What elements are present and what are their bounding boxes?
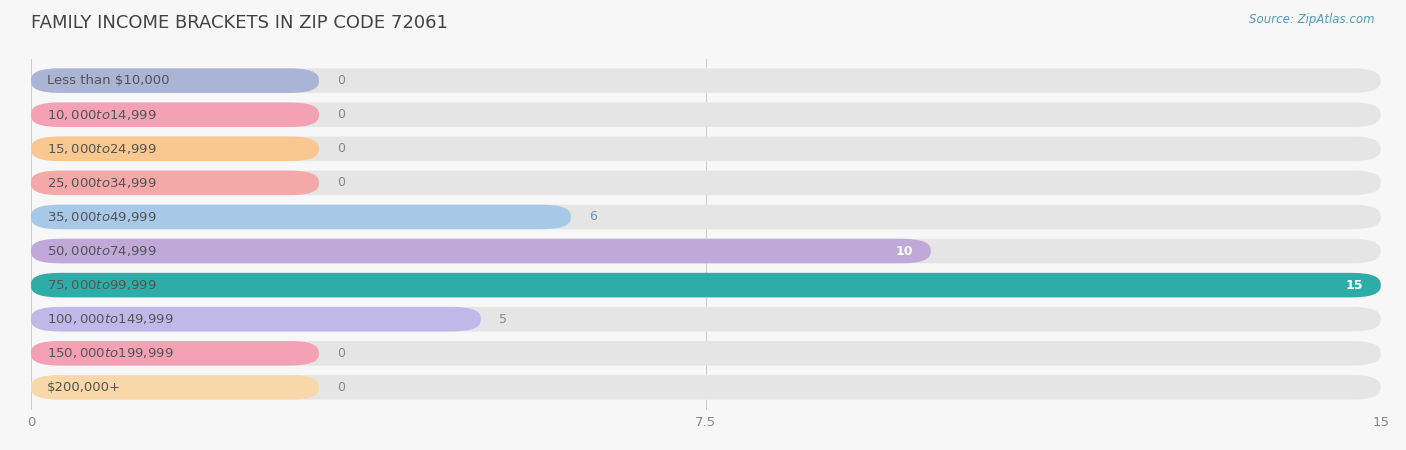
Text: 0: 0	[337, 176, 344, 189]
Text: 6: 6	[589, 211, 596, 224]
FancyBboxPatch shape	[31, 136, 319, 161]
FancyBboxPatch shape	[31, 375, 1381, 400]
FancyBboxPatch shape	[31, 239, 931, 263]
Text: $150,000 to $199,999: $150,000 to $199,999	[48, 346, 174, 360]
FancyBboxPatch shape	[31, 273, 1381, 297]
Text: $50,000 to $74,999: $50,000 to $74,999	[48, 244, 157, 258]
FancyBboxPatch shape	[31, 341, 1381, 365]
Text: $100,000 to $149,999: $100,000 to $149,999	[48, 312, 174, 326]
Text: $35,000 to $49,999: $35,000 to $49,999	[48, 210, 157, 224]
FancyBboxPatch shape	[31, 273, 1381, 297]
Text: Source: ZipAtlas.com: Source: ZipAtlas.com	[1250, 14, 1375, 27]
FancyBboxPatch shape	[31, 68, 1381, 93]
Text: $75,000 to $99,999: $75,000 to $99,999	[48, 278, 157, 292]
Text: 0: 0	[337, 108, 344, 121]
Text: $15,000 to $24,999: $15,000 to $24,999	[48, 142, 157, 156]
FancyBboxPatch shape	[31, 171, 1381, 195]
FancyBboxPatch shape	[31, 205, 571, 229]
FancyBboxPatch shape	[31, 205, 1381, 229]
Text: Less than $10,000: Less than $10,000	[48, 74, 170, 87]
FancyBboxPatch shape	[31, 103, 319, 127]
Text: 0: 0	[337, 142, 344, 155]
FancyBboxPatch shape	[31, 239, 1381, 263]
FancyBboxPatch shape	[31, 171, 319, 195]
FancyBboxPatch shape	[31, 136, 1381, 161]
FancyBboxPatch shape	[31, 103, 1381, 127]
Text: $10,000 to $14,999: $10,000 to $14,999	[48, 108, 157, 122]
FancyBboxPatch shape	[31, 341, 319, 365]
FancyBboxPatch shape	[31, 307, 1381, 332]
Text: 0: 0	[337, 381, 344, 394]
FancyBboxPatch shape	[31, 307, 481, 332]
Text: 10: 10	[896, 244, 912, 257]
FancyBboxPatch shape	[31, 375, 319, 400]
Text: 15: 15	[1346, 279, 1362, 292]
Text: 0: 0	[337, 74, 344, 87]
Text: $200,000+: $200,000+	[48, 381, 121, 394]
FancyBboxPatch shape	[31, 68, 319, 93]
Text: 0: 0	[337, 347, 344, 360]
Text: $25,000 to $34,999: $25,000 to $34,999	[48, 176, 157, 190]
Text: 5: 5	[499, 313, 506, 326]
Text: FAMILY INCOME BRACKETS IN ZIP CODE 72061: FAMILY INCOME BRACKETS IN ZIP CODE 72061	[31, 14, 447, 32]
